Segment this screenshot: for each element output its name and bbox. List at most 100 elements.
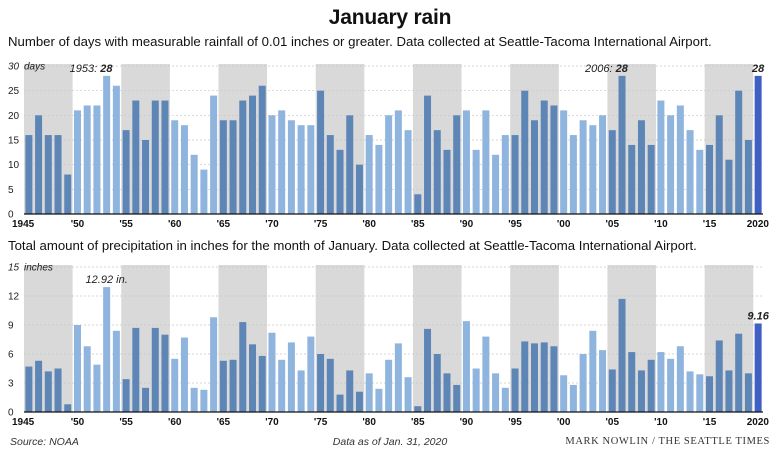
bar [25,366,33,412]
annotation-label: 28 [751,63,765,75]
bar [73,325,81,412]
bar [73,110,81,214]
bar [355,164,363,214]
bar [424,95,432,214]
x-tick-label: 2020 [747,219,770,230]
bar [103,287,111,412]
y-tick-label: 5 [8,185,14,196]
annotation-value: 12.92 in. [86,274,128,286]
bar [482,336,490,412]
bar [589,330,597,412]
bar [414,406,422,412]
bar [424,328,432,412]
bar [715,115,723,214]
bar [618,298,626,412]
x-tick-label: '10 [654,219,668,230]
bar [706,144,714,214]
x-tick-label: '15 [703,417,717,428]
bar [190,387,198,412]
bar [336,149,344,214]
y-tick-label: 12 [8,292,20,303]
bar [258,85,266,214]
bar [25,135,33,214]
bar [511,368,519,412]
bar [443,373,451,412]
bar [385,115,393,214]
annotation-label: 9.16 [747,310,769,322]
bar [297,125,305,214]
page-title: January rain [328,6,452,29]
bar [200,169,208,214]
bar [462,321,470,412]
y-tick-label: 6 [8,350,14,361]
bar [433,130,441,214]
bar [44,371,52,412]
bar [229,359,237,412]
x-tick-label: '55 [119,417,133,428]
bar [492,154,500,214]
bar [667,358,675,412]
bar [618,75,626,214]
annotation-value: 28 [751,63,765,75]
annotation-value: 28 [99,63,113,75]
bar [676,346,684,412]
bar [521,90,529,214]
x-tick-label: '55 [119,219,133,230]
x-tick-label: '75 [314,219,328,230]
x-tick-label: '90 [460,219,474,230]
bar [35,360,43,412]
annotation-value: 28 [615,63,629,75]
x-tick-label: '00 [557,219,571,230]
bar [696,149,704,214]
x-tick-label: '05 [606,417,620,428]
source-note: Source: NOAA [10,436,79,448]
bar [219,120,227,214]
bar [229,120,237,214]
bar [385,359,393,412]
bar [317,354,325,412]
bar [93,364,101,412]
annotation-prefix: 2006: [584,63,616,75]
y-tick-label: 3 [8,379,14,390]
x-tick-label: '95 [508,219,522,230]
bar [589,125,597,214]
bar [142,387,150,412]
bar [161,334,169,412]
bar [297,370,305,412]
y-tick-label: 15 [8,263,20,274]
bar [637,370,645,412]
bar [326,135,334,214]
bar [307,336,315,412]
bar [268,332,276,412]
bar [540,100,548,214]
bar [414,194,422,214]
bar [579,120,587,214]
x-tick-label: '95 [508,417,522,428]
bar [492,373,500,412]
bar [433,354,441,412]
x-tick-label: '10 [654,417,668,428]
bar [365,135,373,214]
x-tick-label: 1945 [12,417,35,428]
bar [637,120,645,214]
bar [258,355,266,412]
x-tick-label: '90 [460,417,474,428]
bar [171,358,179,412]
bar [180,125,188,214]
y-tick-label: 0 [8,408,14,419]
bar [501,135,509,214]
bar [521,341,529,412]
bar [754,323,762,412]
bar [365,373,373,412]
x-tick-label: '65 [217,417,231,428]
bar [346,115,354,214]
bar [754,75,762,214]
chart2-subtitle: Total amount of precipitation in inches … [8,238,697,253]
bar [530,120,538,214]
x-tick-label: '50 [71,219,85,230]
bar [287,342,295,412]
bar [715,340,723,412]
x-tick-label: 1945 [12,219,35,230]
bar [676,105,684,214]
bar [210,317,218,412]
